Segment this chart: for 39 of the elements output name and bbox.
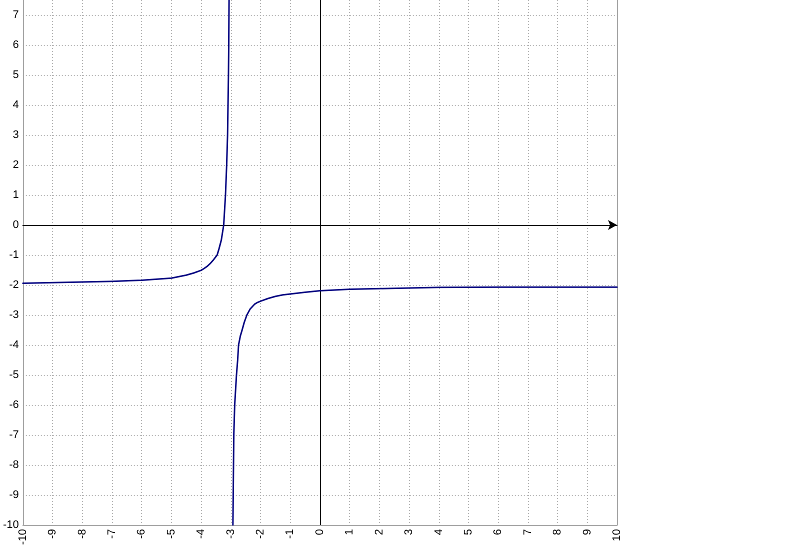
x-tick-label: 0: [314, 529, 326, 536]
x-tick-label: 5: [462, 529, 474, 536]
x-tick-label: -9: [46, 529, 59, 539]
x-tick-label: -1: [284, 529, 296, 539]
y-tick-label: 2: [12, 159, 19, 171]
y-tick-label: 4: [12, 99, 19, 111]
x-tick-label: -5: [165, 529, 178, 539]
x-tick-label: -7: [106, 529, 118, 539]
y-tick-label: -3: [9, 309, 19, 321]
y-tick-label: -7: [9, 429, 19, 441]
y-tick-label: 7: [12, 9, 19, 21]
x-tick-label: 4: [432, 529, 445, 536]
y-tick-label: -8: [9, 459, 19, 471]
y-tick-label: -6: [9, 399, 19, 411]
y-tick-label: 0: [12, 219, 19, 231]
x-tick-label: 1: [344, 529, 356, 536]
y-tick-label: -4: [9, 339, 19, 351]
y-tick-label: 5: [12, 69, 19, 81]
x-tick-label: -6: [136, 529, 148, 539]
x-tick-label: -8: [76, 529, 88, 539]
x-tick-label: -4: [195, 529, 208, 539]
x-tick-label: 6: [492, 529, 504, 536]
x-tick-label: 2: [373, 529, 386, 536]
y-tick-label: 1: [12, 189, 19, 201]
x-tick-label: -3: [224, 529, 237, 539]
y-tick-label: 6: [12, 39, 19, 51]
y-tick-label: -2: [9, 279, 19, 291]
x-tick-label: -2: [254, 529, 267, 539]
line-series: [232, 286, 618, 526]
x-tick-label: 10: [611, 529, 623, 542]
y-tick-label: -1: [9, 249, 19, 261]
x-tick-label: 7: [522, 529, 534, 536]
line-series: [22, 0, 230, 284]
y-tick-label: -5: [9, 369, 19, 381]
y-tick-label: -9: [9, 489, 19, 501]
x-tick-label: 9: [581, 529, 594, 536]
x-tick-label: 3: [403, 529, 416, 536]
y-tick-label: 3: [12, 129, 19, 141]
x-tick-label: 8: [552, 529, 564, 536]
